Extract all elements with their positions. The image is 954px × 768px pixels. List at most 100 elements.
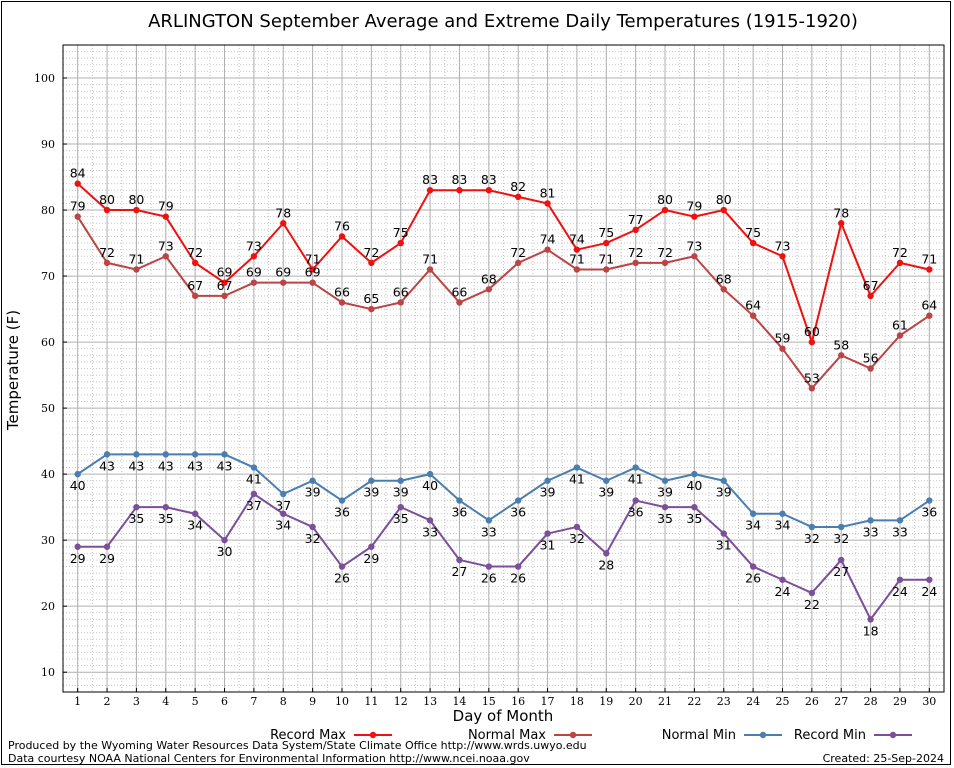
record-min-point: [191, 510, 199, 517]
x-tick-label: 29: [893, 695, 907, 708]
normal-min-point: [749, 510, 757, 517]
x-tick-label: 7: [250, 695, 257, 708]
footer-produced-by: Produced by the Wyoming Water Resources …: [8, 739, 587, 752]
record-min-data-label: 26: [510, 571, 526, 586]
record-max-data-label: 83: [422, 172, 438, 187]
normal-min-point: [221, 451, 228, 458]
x-tick-label: 25: [775, 695, 789, 708]
normal-max-data-label: 71: [598, 251, 614, 266]
normal-min-data-label: 39: [363, 485, 379, 500]
normal-max-data-label: 74: [540, 232, 556, 247]
x-tick-label: 11: [364, 695, 378, 708]
record-min-point: [456, 556, 463, 564]
x-tick-label: 15: [482, 695, 496, 708]
normal-min-point: [632, 464, 639, 471]
record-min-data-label: 28: [598, 557, 614, 572]
record-max-line: [77, 182, 930, 344]
normal-min-data-label: 43: [158, 458, 174, 473]
x-tick-label: 28: [864, 695, 878, 708]
record-max-point: [838, 220, 845, 227]
record-max-data-label: 73: [246, 238, 262, 253]
record-max-point: [632, 226, 639, 234]
record-min-point: [309, 523, 316, 531]
y-tick-label: 60: [41, 336, 55, 349]
record-min-data-label: 24: [775, 584, 791, 599]
record-min-data-label: 26: [481, 571, 497, 586]
legend-item-record-max: Record Max: [270, 728, 392, 743]
normal-max-line: [76, 216, 930, 390]
normal-max-data-label: 71: [569, 251, 585, 266]
record-max-data-label: 74: [569, 232, 585, 247]
x-tick-label: 12: [394, 695, 408, 708]
normal-max-point: [779, 345, 786, 352]
normal-max-point: [74, 213, 81, 220]
y-tick-label: 80: [41, 204, 55, 217]
x-tick-label: 14: [452, 695, 466, 708]
normal-max-point: [221, 292, 228, 300]
record-max-data-label: 76: [334, 218, 350, 233]
x-tick-label: 18: [570, 695, 584, 708]
normal-min-point: [867, 517, 874, 524]
normal-max-data-label: 71: [422, 251, 438, 266]
normal-min-point: [103, 451, 111, 458]
normal-max-data-label: 61: [892, 317, 908, 332]
record-max-data-label: 72: [892, 245, 908, 260]
x-tick-label: 4: [162, 695, 169, 708]
record-max-point: [456, 187, 463, 194]
series-record-max: 84 80 80 79 72 69 73 78 71 76 72 75 83 83 83 82 81 74 75 77…: [70, 166, 937, 346]
record-min-point: [544, 530, 551, 537]
record-max-point: [808, 338, 816, 346]
normal-min-point: [896, 517, 904, 524]
x-tick-label: 8: [280, 695, 287, 708]
normal-max-point: [603, 266, 610, 273]
record-max-data-label: 83: [451, 172, 467, 187]
normal-min-data-label: 36: [510, 505, 526, 520]
record-max-data-label: 67: [863, 278, 879, 293]
normal-max-point: [133, 266, 140, 273]
normal-max-data-label: 64: [921, 298, 937, 313]
normal-min-point: [691, 470, 698, 478]
record-min-data-label: 24: [892, 584, 908, 599]
footer-data-courtesy: Data courtesy NOAA National Centers for …: [8, 752, 530, 765]
record-min-point: [133, 503, 140, 511]
normal-max-point: [485, 286, 493, 293]
normal-max-data-label: 66: [393, 284, 409, 299]
normal-min-data-label: 39: [540, 485, 556, 500]
record-max-data-label: 78: [275, 205, 291, 220]
normal-max-data-label: 71: [128, 251, 144, 266]
normal-min-point: [779, 510, 786, 517]
x-tick-label: 17: [541, 695, 555, 708]
normal-min-point: [485, 517, 493, 524]
normal-max-point: [661, 259, 669, 267]
record-min-point: [162, 503, 169, 511]
record-max-point: [867, 292, 874, 300]
normal-min-data-label: 43: [187, 458, 203, 473]
normal-min-data-label: 32: [804, 531, 820, 546]
normal-max-data-label: 65: [363, 291, 379, 306]
y-tick-label: 20: [41, 600, 55, 613]
record-max-data-label: 80: [128, 192, 144, 207]
x-tick-label: 16: [511, 695, 525, 708]
record-min-point: [808, 589, 816, 597]
footer-created: Created: 25-Sep-2024: [823, 752, 944, 765]
record-min-point: [514, 563, 522, 570]
record-min-data-label: 26: [334, 571, 350, 586]
normal-min-data-label: 43: [217, 458, 233, 473]
normal-max-point: [632, 259, 639, 267]
y-tick-label: 100: [34, 72, 55, 85]
record-max-data-label: 83: [481, 172, 497, 187]
x-tick-label: 23: [717, 695, 731, 708]
record-min-data-label: 35: [128, 511, 144, 526]
record-min-data-label: 30: [217, 544, 233, 559]
legend-label: Normal Min: [662, 728, 736, 743]
x-tick-label: 9: [309, 695, 316, 708]
normal-min-data-label: 34: [775, 518, 791, 533]
legend-swatch-marker: [569, 731, 577, 739]
record-max-data-label: 82: [510, 179, 526, 194]
record-max-point: [368, 259, 375, 267]
record-min-data-label: 34: [187, 518, 203, 533]
record-max-point: [926, 266, 933, 273]
normal-min-point: [191, 451, 199, 458]
legend-item-normal-max: Normal Max: [468, 728, 592, 743]
